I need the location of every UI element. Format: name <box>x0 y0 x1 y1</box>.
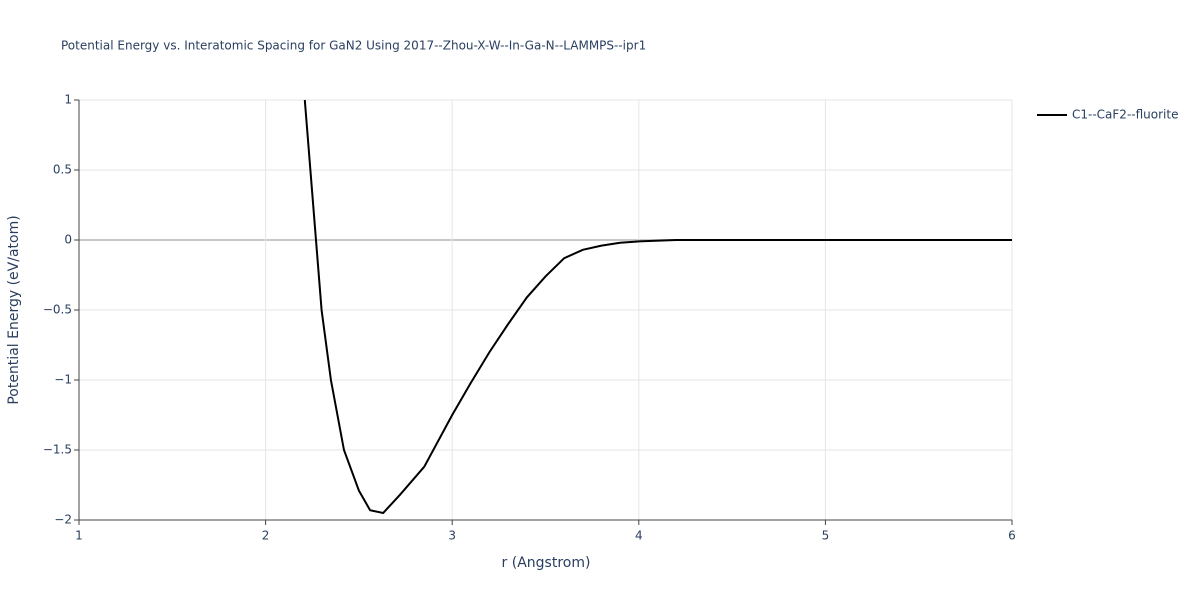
x-tick-label: 5 <box>822 529 830 543</box>
x-tick-label: 2 <box>262 529 270 543</box>
x-tick-label: 4 <box>635 529 643 543</box>
x-tick-label: 3 <box>448 529 456 543</box>
x-tick-label: 6 <box>1008 529 1016 543</box>
y-axis-title: Potential Energy (eV/atom) <box>6 215 22 404</box>
y-tick-label: −1 <box>54 373 72 387</box>
y-tick-label: −1.5 <box>43 443 72 457</box>
legend-label: C1--CaF2--fluorite <box>1072 108 1178 122</box>
series-line <box>303 99 1012 515</box>
y-tick-label: −2 <box>54 513 72 527</box>
y-tick-label: 0.5 <box>53 163 72 177</box>
x-axis-title: r (Angstrom) <box>502 555 591 571</box>
chart-title: Potential Energy vs. Interatomic Spacing… <box>61 39 646 53</box>
y-tick-label: 1 <box>64 93 72 107</box>
y-tick-label: 0 <box>64 233 72 247</box>
y-tick-label: −0.5 <box>43 303 72 317</box>
x-tick-label: 1 <box>75 529 83 543</box>
